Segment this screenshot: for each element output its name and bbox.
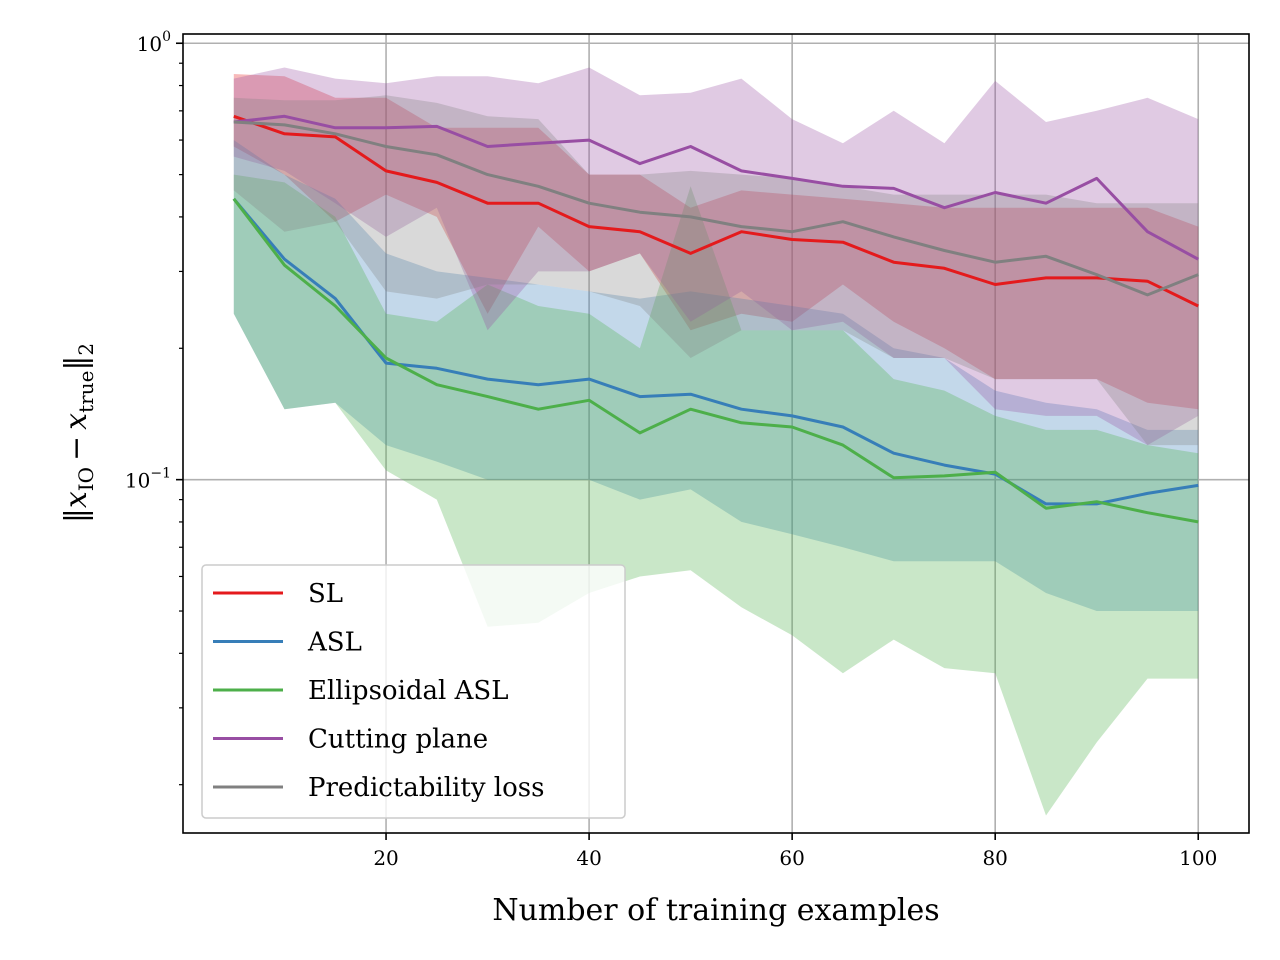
- y-axis-label-minus: −: [59, 436, 94, 461]
- x-tick-label: 80: [982, 846, 1007, 870]
- y-axis-label-open-norm: ‖: [59, 508, 94, 523]
- band-predictability-loss: [233, 95, 1199, 446]
- y-axis-label-var-1: x: [59, 491, 94, 508]
- plot-frame: [182, 33, 1250, 834]
- legend-label-cutting-plane: Cutting plane: [308, 725, 488, 755]
- grid: [183, 34, 1249, 833]
- y-axis-label-sub-2: true: [74, 371, 98, 413]
- line-predictability-loss: [233, 120, 1199, 297]
- x-tick-label: 20: [373, 846, 398, 870]
- y-axis-label-close-norm: ‖: [59, 356, 94, 371]
- y-axis-label-var-2: x: [59, 413, 94, 430]
- series-lines: [232, 114, 1199, 524]
- y-tick-label: 10−1: [125, 466, 171, 493]
- band-asl: [233, 140, 1199, 611]
- legend-label-asl: ASL: [307, 628, 362, 658]
- x-tick-label: 60: [779, 846, 804, 870]
- legend-label-ellipsoidal-asl: Ellipsoidal ASL: [308, 676, 508, 706]
- line-ellipsoidal-asl: [232, 197, 1199, 524]
- axis-ticks: 20 40 60 80 100 10−1 100: [125, 29, 1217, 870]
- y-axis-label-norm-sub: 2: [74, 343, 98, 356]
- x-tick-label: 100: [1179, 846, 1217, 870]
- y-tick-label: 100: [137, 29, 171, 56]
- x-tick-label: 40: [576, 846, 601, 870]
- y-axis-label: ‖xIO−xtrue‖2: [59, 343, 98, 523]
- legend-items: SL ASL Ellipsoidal ASL Cutting plane Predict…: [213, 579, 544, 803]
- line-sl: [233, 114, 1199, 308]
- band-ellipsoidal-asl: [233, 174, 1199, 816]
- legend: SL ASL Ellipsoidal ASL Cutting plane Predict…: [201, 564, 626, 819]
- band-cutting-plane: [233, 67, 1199, 446]
- y-axis-label-sub-1: IO: [74, 467, 98, 491]
- legend-box: [201, 564, 626, 819]
- legend-label-predictability-loss: Predictability loss: [308, 773, 544, 803]
- legend-label-sl: SL: [308, 579, 343, 609]
- line-cutting-plane: [233, 114, 1199, 261]
- x-axis-label: Number of training examples: [492, 893, 939, 928]
